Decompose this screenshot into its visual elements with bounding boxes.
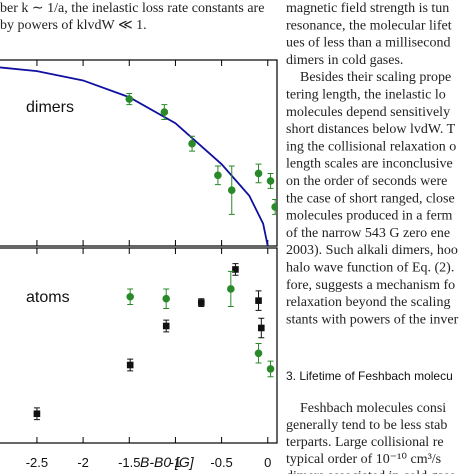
data-point bbox=[266, 365, 275, 373]
x-tick-label: -2.5 bbox=[26, 455, 48, 470]
data-point bbox=[197, 299, 205, 306]
fit-curve bbox=[0, 66, 269, 246]
body-line: ber k ∼ 1/a, the inelastic loss rate con… bbox=[0, 1, 264, 16]
data-point bbox=[162, 294, 170, 303]
body-line: molecules depend sensitively bbox=[286, 105, 450, 120]
body-line: magnetic field strength is tun bbox=[286, 1, 449, 16]
body-line: the case of short ranged, close bbox=[286, 191, 455, 206]
x-axis-label: B-B0 [G] bbox=[140, 454, 195, 470]
panel-label: atoms bbox=[26, 289, 70, 306]
body-line: Besides their scaling prope bbox=[300, 70, 451, 85]
panel-label: dimers bbox=[26, 99, 74, 116]
body-line: ing the collisional relaxation o bbox=[286, 139, 456, 154]
data-point bbox=[125, 95, 134, 103]
body-line: generally tend to be less stab bbox=[286, 418, 447, 433]
body-line: Feshbach molecules consi bbox=[300, 401, 446, 416]
body-line: short distances below lvdW. T bbox=[286, 122, 456, 137]
body-line: resonance, the molecular lifet bbox=[286, 18, 452, 33]
data-point bbox=[160, 108, 169, 116]
body-line: 2003). Such alkali dimers, hoo bbox=[286, 243, 458, 258]
x-tick-label: 0 bbox=[264, 455, 271, 470]
plot-area bbox=[0, 66, 277, 246]
body-line: typical order of 10⁻¹⁰ cm³/s bbox=[286, 452, 441, 467]
data-point bbox=[266, 177, 275, 185]
x-tick-label: -1.5 bbox=[118, 455, 140, 470]
data-point bbox=[232, 266, 239, 273]
x-tick-label: -1 bbox=[170, 455, 182, 470]
panel-frame bbox=[0, 59, 278, 247]
body-line: molecules produced in a ferm bbox=[286, 209, 452, 224]
body-line: dimers associated in cold gase bbox=[286, 469, 456, 474]
section-heading: 3. Lifetime of Feshbach molecu bbox=[286, 369, 453, 383]
plot-area bbox=[33, 263, 275, 421]
body-line: of the narrow 543 G zero ene bbox=[286, 226, 450, 241]
data-point bbox=[227, 285, 235, 293]
body-line: relaxation beyond the scaling bbox=[286, 295, 450, 310]
figure: dimers atoms -2.5 -2 -1.5 -1 -0.5 0 B-B0 [G] bbox=[0, 59, 278, 470]
text-columns: ber k ∼ 1/a, the inelastic loss rate con… bbox=[0, 1, 459, 474]
data-point bbox=[162, 322, 170, 330]
data-point bbox=[227, 186, 236, 194]
x-tick-label: -2 bbox=[77, 455, 89, 470]
body-line: fore, suggests a mechanism fo bbox=[286, 278, 455, 293]
data-point bbox=[254, 349, 263, 358]
body-line: terparts. Large collisional re bbox=[286, 435, 444, 450]
data-point bbox=[214, 171, 222, 180]
data-point bbox=[33, 410, 41, 418]
data-point bbox=[258, 324, 265, 332]
body-line: ues of less than a millisecond bbox=[286, 36, 450, 51]
x-tick-label: -0.5 bbox=[210, 455, 232, 470]
body-line: halo wave function of Eq. (2). bbox=[286, 261, 454, 276]
data-point bbox=[254, 169, 263, 178]
data-point bbox=[188, 139, 196, 148]
data-point bbox=[255, 297, 262, 304]
data-point bbox=[271, 203, 277, 211]
panel-frame bbox=[0, 247, 278, 444]
body-line: tering length, the inelastic lo bbox=[286, 88, 446, 103]
body-line: by powers of klvdW ≪ 1. bbox=[0, 18, 147, 33]
body-line: stants with powers of the inver bbox=[286, 312, 459, 327]
body-line: dimers in cold gases. bbox=[286, 53, 403, 68]
body-line: on the order of seconds were bbox=[286, 174, 447, 189]
data-point bbox=[126, 361, 134, 369]
data-point bbox=[126, 292, 134, 301]
body-line: length scales are inconclusive bbox=[286, 157, 453, 172]
